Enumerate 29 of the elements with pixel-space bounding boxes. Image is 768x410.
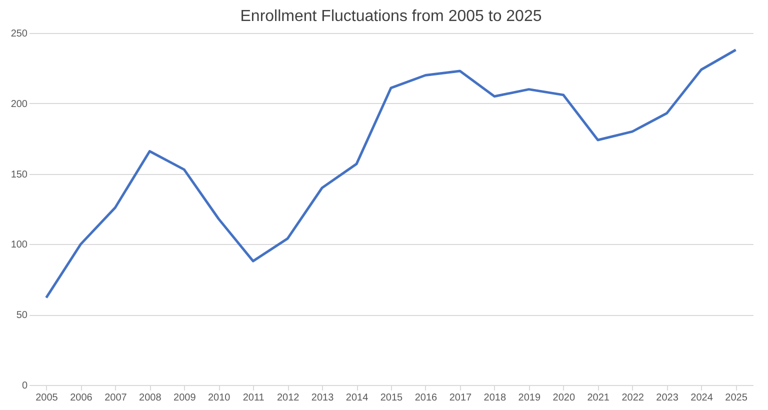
y-tick-label: 0 (22, 380, 28, 392)
x-tick-label: 2020 (552, 392, 576, 404)
x-tick-label: 2013 (311, 392, 334, 404)
x-tick-label: 2015 (380, 392, 404, 404)
x-tick-label: 2012 (276, 392, 300, 404)
x-tick-label: 2005 (36, 392, 58, 404)
x-tick-label: 2018 (484, 392, 506, 404)
chart-title: Enrollment Fluctuations from 2005 to 2025 (240, 8, 542, 25)
y-tick-label: 150 (10, 169, 28, 180)
y-tick-label: 250 (10, 28, 28, 40)
x-tick-label: 2024 (690, 392, 714, 404)
x-tick-label: 2025 (725, 392, 748, 404)
line-series (44, 48, 738, 299)
x-tick-label: 2019 (518, 392, 541, 404)
x-tick-label: 2006 (70, 392, 93, 404)
x-tick-label: 2014 (346, 392, 369, 404)
x-tick-label: 2016 (414, 392, 438, 404)
x-tick-label: 2021 (587, 392, 610, 404)
x-tick-label: 2007 (104, 392, 128, 404)
x-tick-label: 2009 (174, 392, 196, 404)
y-tick-label: 200 (10, 98, 28, 110)
y-tick-label: 50 (16, 310, 28, 322)
x-tick-label: 2010 (208, 392, 231, 404)
x-tick-label: 2022 (622, 392, 644, 404)
x-tick-label: 2023 (656, 392, 679, 404)
y-tick-label: 100 (10, 240, 28, 251)
x-tick-label: 2011 (242, 392, 265, 404)
x-tick-label: 2008 (139, 392, 162, 404)
x-tick-label: 2017 (449, 392, 472, 404)
